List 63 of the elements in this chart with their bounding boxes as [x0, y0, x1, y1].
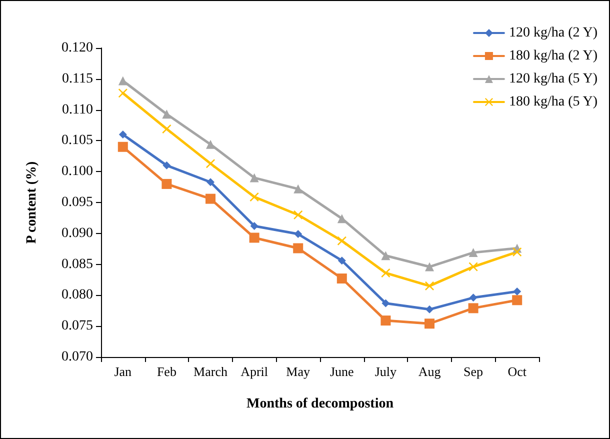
point	[118, 76, 128, 86]
legend-label: 180 kg/ha (2 Y)	[508, 48, 598, 64]
x-tick-label: June	[330, 364, 354, 379]
point	[512, 295, 522, 306]
point	[250, 173, 259, 182]
y-tick-label: 0.085	[62, 256, 93, 272]
x-tick-label: Sep	[464, 364, 484, 379]
legend-label: 120 kg/ha (5 Y)	[508, 72, 598, 86]
point	[294, 210, 303, 220]
point	[468, 303, 478, 314]
legend-label: 180 kg/ha (5 Y)	[508, 94, 598, 110]
point	[336, 274, 347, 284]
point	[250, 192, 259, 202]
x-tick-label: Oct	[508, 364, 527, 379]
point	[513, 287, 522, 296]
point	[424, 318, 434, 329]
point	[118, 88, 128, 98]
point	[206, 194, 216, 204]
point	[162, 110, 172, 119]
point	[118, 130, 127, 139]
y-tick-label: 0.100	[62, 164, 93, 180]
point	[162, 161, 171, 170]
point	[468, 248, 478, 258]
legend-label: 120 kg/ha (2 Y)	[508, 26, 598, 40]
x-axis-title: Months of decompostion	[246, 396, 394, 412]
point	[425, 262, 434, 272]
point	[337, 236, 346, 246]
point	[381, 251, 390, 260]
point	[512, 247, 522, 256]
point	[162, 178, 172, 189]
x-tick-label: May	[286, 364, 311, 379]
x-tick-label: April	[240, 364, 268, 379]
x-tick-label: Jan	[114, 364, 132, 379]
x-tick-label: March	[194, 364, 228, 379]
y-tick-label: 0.115	[62, 71, 93, 86]
point	[118, 142, 128, 152]
point	[250, 222, 258, 230]
point	[249, 232, 260, 243]
y-tick-label: 0.105	[62, 133, 93, 148]
y-tick-label: 0.110	[62, 102, 93, 118]
point	[337, 214, 346, 224]
point	[380, 316, 391, 326]
point	[294, 230, 302, 238]
y-tick-label: 0.095	[62, 195, 93, 210]
point	[293, 243, 304, 254]
point	[294, 184, 303, 194]
point	[206, 178, 214, 186]
point	[381, 268, 390, 278]
point	[206, 140, 215, 149]
point	[382, 299, 390, 308]
x-tick-label: July	[374, 364, 398, 379]
point	[338, 256, 346, 265]
y-tick-label: 0.090	[62, 226, 93, 241]
y-tick-label: 0.080	[62, 288, 93, 303]
y-axis-title: P content (%)	[24, 160, 40, 244]
y-tick-label: 0.070	[62, 350, 93, 364]
point	[162, 124, 172, 134]
point	[469, 294, 478, 302]
x-tick-label: Aug	[418, 364, 442, 379]
y-tick-label: 0.120	[62, 40, 93, 56]
x-tick-label: Feb	[156, 364, 176, 379]
point	[426, 305, 434, 314]
y-tick-label: 0.075	[62, 318, 93, 334]
